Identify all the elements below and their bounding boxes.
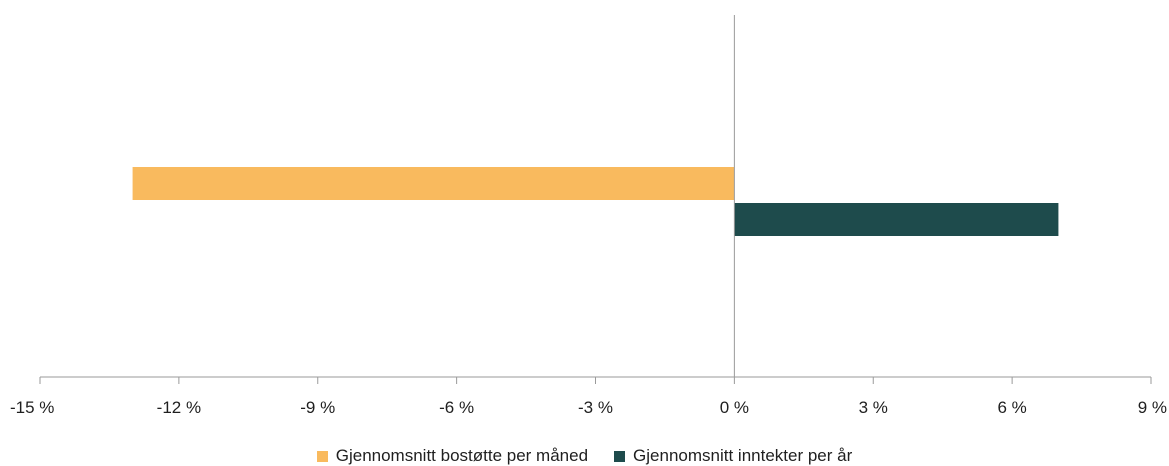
legend-item-bostotte: Gjennomsnitt bostøtte per måned <box>316 446 589 466</box>
legend-label-bostotte: Gjennomsnitt bostøtte per måned <box>335 446 589 465</box>
x-tick-label-1: -12 % <box>157 398 201 417</box>
bar-0 <box>132 167 735 200</box>
legend-swatch-inntekter <box>614 450 626 462</box>
x-tick-label-8: 9 % <box>1138 398 1167 417</box>
legend-label-inntekter: Gjennomsnitt inntekter per år <box>633 446 853 465</box>
bar-1 <box>734 203 1059 236</box>
legend: Gjennomsnitt bostøtte per måned Gjennoms… <box>0 446 1169 466</box>
x-tick-label-0: -15 % <box>10 398 54 417</box>
x-tick-label-2: -9 % <box>300 398 335 417</box>
legend-item-inntekter: Gjennomsnitt inntekter per år <box>614 446 852 466</box>
x-tick-label-4: -3 % <box>578 398 613 417</box>
x-tick-label-3: -6 % <box>439 398 474 417</box>
x-tick-label-7: 6 % <box>997 398 1026 417</box>
legend-swatch-bostotte <box>316 450 328 462</box>
x-tick-label-5: 0 % <box>720 398 749 417</box>
x-tick-label-6: 3 % <box>859 398 888 417</box>
